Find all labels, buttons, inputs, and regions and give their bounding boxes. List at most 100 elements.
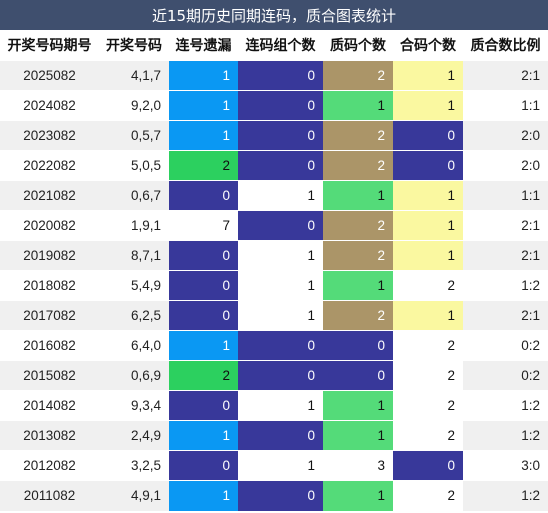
numbers-cell: 0,6,9 — [99, 360, 169, 391]
he-count-cell: 0 — [393, 120, 463, 151]
zhi-count-cell: 2 — [323, 60, 393, 91]
ratio-cell: 0:2 — [463, 360, 548, 391]
zhi-count-cell: 1 — [323, 90, 393, 121]
numbers-cell: 4,9,1 — [99, 480, 169, 511]
ratio-cell: 2:1 — [463, 210, 548, 241]
he-count-cell: 1 — [393, 90, 463, 121]
ratio-cell: 1:1 — [463, 90, 548, 121]
numbers-cell: 3,2,5 — [99, 450, 169, 481]
table-row: 2019082 8,7,1 0 1 2 1 2:1 — [0, 240, 548, 271]
zhi-count-cell: 1 — [323, 420, 393, 451]
lianma-groups-cell: 0 — [238, 480, 323, 511]
lianhao-miss-cell: 1 — [169, 90, 238, 121]
table-row: 2025082 4,1,7 1 0 2 1 2:1 — [0, 60, 548, 91]
header-zhi-count: 质码个数 — [323, 30, 393, 61]
ratio-cell: 1:2 — [463, 480, 548, 511]
numbers-cell: 4,1,7 — [99, 60, 169, 91]
he-count-cell: 2 — [393, 420, 463, 451]
lianma-groups-cell: 1 — [238, 240, 323, 271]
lianma-groups-cell: 1 — [238, 180, 323, 211]
lianhao-miss-cell: 0 — [169, 390, 238, 421]
lianma-groups-cell: 1 — [238, 450, 323, 481]
lianhao-miss-cell: 1 — [169, 60, 238, 91]
header-lianma-groups: 连码组个数 — [238, 30, 323, 61]
lianma-groups-cell: 0 — [238, 210, 323, 241]
he-count-cell: 1 — [393, 60, 463, 91]
lianhao-miss-cell: 1 — [169, 120, 238, 151]
he-count-cell: 1 — [393, 240, 463, 271]
ratio-cell: 2:1 — [463, 240, 548, 271]
lianhao-miss-cell: 1 — [169, 330, 238, 361]
numbers-cell: 2,4,9 — [99, 420, 169, 451]
zhi-count-cell: 1 — [323, 270, 393, 301]
lianhao-miss-cell: 1 — [169, 480, 238, 511]
he-count-cell: 1 — [393, 180, 463, 211]
ratio-cell: 1:2 — [463, 390, 548, 421]
table-row: 2023082 0,5,7 1 0 2 0 2:0 — [0, 120, 548, 151]
ratio-cell: 2:1 — [463, 60, 548, 91]
table-row: 2017082 6,2,5 0 1 2 1 2:1 — [0, 300, 548, 331]
header-period: 开奖号码期号 — [0, 30, 99, 61]
lianma-groups-cell: 0 — [238, 120, 323, 151]
period-cell: 2022082 — [0, 150, 99, 181]
table-row: 2016082 6,4,0 1 0 0 2 0:2 — [0, 330, 548, 361]
he-count-cell: 2 — [393, 360, 463, 391]
lianma-groups-cell: 0 — [238, 420, 323, 451]
he-count-cell: 2 — [393, 480, 463, 511]
zhi-count-cell: 0 — [323, 330, 393, 361]
numbers-cell: 5,0,5 — [99, 150, 169, 181]
period-cell: 2012082 — [0, 450, 99, 481]
period-cell: 2016082 — [0, 330, 99, 361]
numbers-cell: 0,5,7 — [99, 120, 169, 151]
lianma-groups-cell: 0 — [238, 60, 323, 91]
zhi-count-cell: 3 — [323, 450, 393, 481]
table-row: 2024082 9,2,0 1 0 1 1 1:1 — [0, 90, 548, 121]
period-cell: 2019082 — [0, 240, 99, 271]
lianhao-miss-cell: 2 — [169, 360, 238, 391]
period-cell: 2015082 — [0, 360, 99, 391]
ratio-cell: 2:1 — [463, 300, 548, 331]
table-row: 2014082 9,3,4 0 1 1 2 1:2 — [0, 390, 548, 421]
table-row: 2020082 1,9,1 7 0 2 1 2:1 — [0, 210, 548, 241]
lianma-groups-cell: 1 — [238, 270, 323, 301]
header-lianhao-miss: 连号遗漏 — [169, 30, 238, 61]
zhi-count-cell: 2 — [323, 210, 393, 241]
period-cell: 2014082 — [0, 390, 99, 421]
lianhao-miss-cell: 0 — [169, 450, 238, 481]
period-cell: 2025082 — [0, 60, 99, 91]
ratio-cell: 3:0 — [463, 450, 548, 481]
table-row: 2013082 2,4,9 1 0 1 2 1:2 — [0, 420, 548, 451]
ratio-cell: 1:2 — [463, 420, 548, 451]
header-he-count: 合码个数 — [393, 30, 463, 61]
lianhao-miss-cell: 0 — [169, 180, 238, 211]
zhi-count-cell: 2 — [323, 240, 393, 271]
period-cell: 2020082 — [0, 210, 99, 241]
period-cell: 2024082 — [0, 90, 99, 121]
lianma-groups-cell: 0 — [238, 360, 323, 391]
header-numbers: 开奖号码 — [99, 30, 169, 61]
he-count-cell: 2 — [393, 270, 463, 301]
numbers-cell: 8,7,1 — [99, 240, 169, 271]
he-count-cell: 2 — [393, 390, 463, 421]
zhi-count-cell: 1 — [323, 480, 393, 511]
table-row: 2018082 5,4,9 0 1 1 2 1:2 — [0, 270, 548, 301]
lianma-groups-cell: 0 — [238, 90, 323, 121]
ratio-cell: 0:2 — [463, 330, 548, 361]
period-cell: 2021082 — [0, 180, 99, 211]
he-count-cell: 2 — [393, 330, 463, 361]
zhi-count-cell: 0 — [323, 360, 393, 391]
zhi-count-cell: 2 — [323, 300, 393, 331]
table-row: 2021082 0,6,7 0 1 1 1 1:1 — [0, 180, 548, 211]
table-row: 2022082 5,0,5 2 0 2 0 2:0 — [0, 150, 548, 181]
period-cell: 2011082 — [0, 480, 99, 511]
lianma-groups-cell: 0 — [238, 150, 323, 181]
numbers-cell: 5,4,9 — [99, 270, 169, 301]
he-count-cell: 0 — [393, 150, 463, 181]
header-row: 开奖号码期号 开奖号码 连号遗漏 连码组个数 质码个数 合码个数 质合数比例 — [0, 30, 548, 61]
numbers-cell: 9,3,4 — [99, 390, 169, 421]
lianhao-miss-cell: 0 — [169, 300, 238, 331]
lianma-groups-cell: 1 — [238, 300, 323, 331]
lianhao-miss-cell: 1 — [169, 420, 238, 451]
lianhao-miss-cell: 2 — [169, 150, 238, 181]
